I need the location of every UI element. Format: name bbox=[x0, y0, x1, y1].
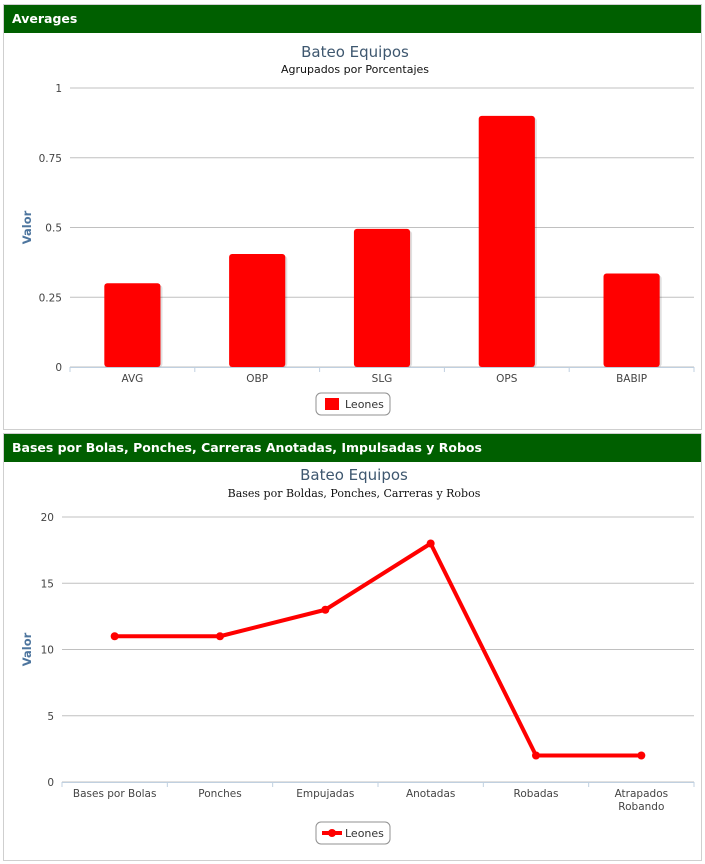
legend-swatch bbox=[325, 398, 339, 410]
averages-panel: Averages Bateo Equipos Agrupados por Porc… bbox=[3, 4, 702, 430]
bar bbox=[603, 273, 660, 367]
bases-panel: Bases por Bolas, Ponches, Carreras Anota… bbox=[3, 433, 702, 861]
bar bbox=[478, 115, 535, 368]
panel-header-bases: Bases por Bolas, Ponches, Carreras Anota… bbox=[4, 434, 701, 462]
y-tick-label: 0.75 bbox=[39, 153, 62, 165]
legend-box bbox=[315, 821, 391, 845]
y-tick-label: 20 bbox=[41, 512, 54, 524]
x-tick-label: Anotadas bbox=[406, 788, 455, 800]
series-line bbox=[114, 541, 642, 758]
x-tick-label: Robadas bbox=[514, 788, 559, 800]
x-tick-label: OPS bbox=[496, 373, 518, 385]
x-tick-label: Atrapados Robando bbox=[615, 788, 669, 813]
legend-marker bbox=[328, 829, 336, 837]
legend-label: Leones bbox=[345, 398, 384, 411]
line-chart: Bateo Equipos Bases por Boldas, Ponches, … bbox=[20, 466, 695, 845]
y-tick-label: 0.25 bbox=[39, 292, 62, 304]
data-point bbox=[532, 751, 540, 760]
x-tick-label: Empujadas bbox=[296, 788, 354, 800]
x-tick-label: SLG bbox=[372, 373, 393, 385]
chart-subtitle: Bases por Boldas, Ponches, Carreras y Ro… bbox=[228, 487, 481, 500]
x-tick-label: OBP bbox=[246, 373, 268, 385]
chart-subtitle: Agrupados por Porcentajes bbox=[281, 63, 429, 76]
data-point bbox=[321, 605, 330, 614]
y-tick-label: 0 bbox=[55, 362, 62, 374]
data-point bbox=[637, 751, 646, 760]
x-tick-label: Bases por Bolas bbox=[73, 788, 157, 800]
y-tick-label: 10 bbox=[41, 645, 54, 657]
y-tick-label: 5 bbox=[47, 711, 54, 723]
bar-chart: Bateo Equipos Agrupados por Porcentajes 0 0… bbox=[20, 43, 695, 416]
panel-header-averages: Averages bbox=[4, 5, 701, 33]
data-point bbox=[110, 632, 119, 641]
y-tick-label: 0 bbox=[47, 777, 54, 789]
data-point bbox=[216, 632, 224, 641]
y-tick-label: 0.5 bbox=[45, 223, 62, 235]
chart-title: Bateo Equipos bbox=[301, 43, 409, 61]
legend-label: Leones bbox=[345, 827, 384, 840]
bar bbox=[104, 283, 161, 367]
x-tick-label: AVG bbox=[121, 373, 143, 385]
x-tick-label: BABIP bbox=[616, 373, 647, 385]
y-axis-label: Valor bbox=[20, 210, 34, 244]
x-tick-label: Ponches bbox=[198, 788, 241, 800]
y-tick-label: 15 bbox=[41, 578, 54, 590]
chart-title: Bateo Equipos bbox=[300, 466, 408, 484]
data-point bbox=[426, 539, 435, 548]
y-axis-label: Valor bbox=[20, 632, 34, 666]
bar bbox=[353, 228, 411, 367]
bar bbox=[229, 254, 286, 367]
y-tick-label: 1 bbox=[55, 83, 62, 95]
